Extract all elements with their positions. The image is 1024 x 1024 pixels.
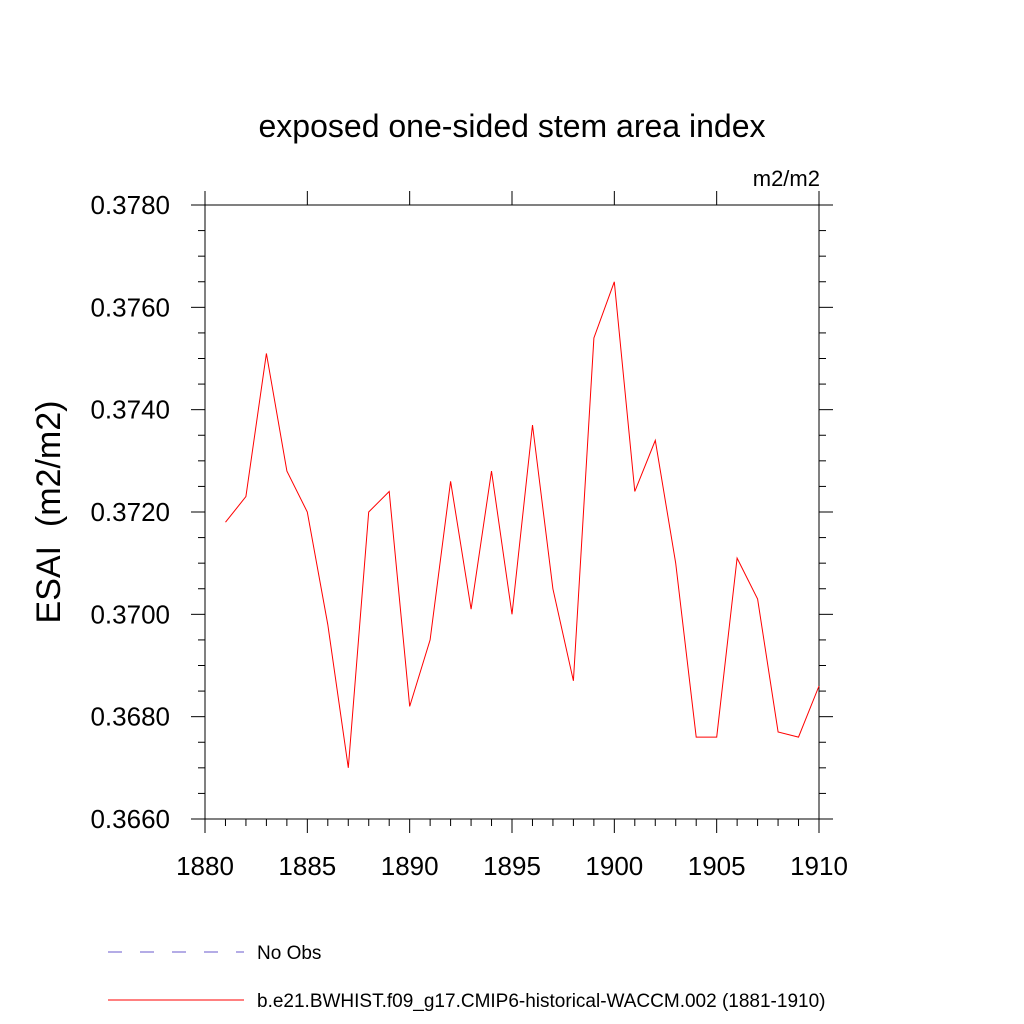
y-tick-label: 0.3740 xyxy=(90,395,170,425)
y-axis-ticks xyxy=(191,204,833,820)
y-tick-label: 0.3780 xyxy=(90,190,170,220)
plot-frame xyxy=(204,204,820,820)
y-tick-label: 0.3660 xyxy=(90,804,170,834)
x-tick-label: 1900 xyxy=(585,851,643,881)
legend-label-model: b.e21.BWHIST.f09_g17.CMIP6-historical-WA… xyxy=(257,991,825,1012)
y-axis-tick-labels: 0.3660 0.3680 0.3700 0.3720 0.3740 0.3760 0.37… xyxy=(90,190,170,834)
chart-title: exposed one-sided stem area index xyxy=(259,108,766,144)
x-tick-label: 1905 xyxy=(688,851,746,881)
y-tick-label: 0.3720 xyxy=(90,497,170,527)
x-axis-tick-labels: 1880 1885 1890 1895 1900 1905 1910 xyxy=(176,851,848,881)
units-label: m2/m2 xyxy=(753,166,820,191)
x-tick-label: 1885 xyxy=(278,851,336,881)
x-tick-label: 1895 xyxy=(483,851,541,881)
y-tick-label: 0.3700 xyxy=(90,599,170,629)
x-tick-label: 1910 xyxy=(790,851,848,881)
series-line xyxy=(225,281,820,768)
x-tick-label: 1880 xyxy=(176,851,234,881)
series-layer xyxy=(225,281,820,768)
x-tick-label: 1890 xyxy=(381,851,439,881)
y-tick-label: 0.3680 xyxy=(90,702,170,732)
legend: No Obs b.e21.BWHIST.f09_g17.CMIP6-histor… xyxy=(108,943,825,1012)
legend-label-no-obs: No Obs xyxy=(257,943,321,964)
y-tick-label: 0.3760 xyxy=(90,292,170,322)
y-axis-label: ESAI (m2/m2) xyxy=(30,401,68,624)
x-axis-ticks xyxy=(204,191,820,833)
